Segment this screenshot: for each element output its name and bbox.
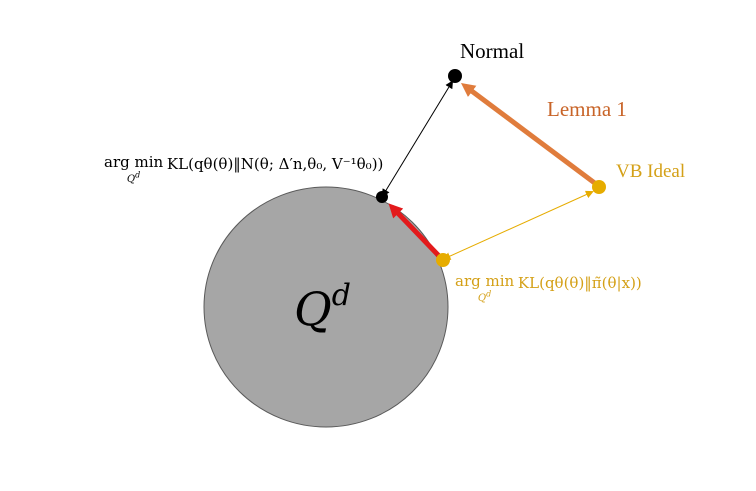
vb-kl-expr: KL(qθ(θ)‖π̃(θ|x)) (517, 274, 642, 292)
normal-point (448, 69, 462, 83)
vb-ideal-point (592, 180, 606, 194)
lemma-arrow (460, 83, 598, 187)
vb-kl-double-arrow (442, 190, 594, 260)
normal-projection-point (376, 191, 388, 203)
vb-ideal-label: VB Ideal (616, 161, 686, 182)
normal-label: Normal (460, 39, 525, 63)
normal-kl-double-arrow (381, 80, 454, 198)
red-arrow (388, 203, 442, 259)
lemma-label: Lemma 1 (547, 97, 627, 121)
set-q-label: Qd (294, 278, 351, 336)
vb-projection-label: arg min Qd KL(qθ(θ)‖π̃(θ|x)) (455, 272, 642, 304)
vb-projection-point (436, 253, 450, 267)
normal-projection-label: arg min Qd KL(qθ(θ)‖N(θ; Δ′n,θ₀, V⁻¹θ₀)) (104, 153, 384, 185)
argmin-operator: arg min (455, 272, 515, 290)
argmin-operator: arg min (104, 153, 164, 171)
set-q-sup: d (332, 278, 351, 313)
normal-kl-expr: KL(qθ(θ)‖N(θ; Δ′n,θ₀, V⁻¹θ₀)) (166, 155, 384, 173)
set-q-circle (203, 186, 449, 428)
